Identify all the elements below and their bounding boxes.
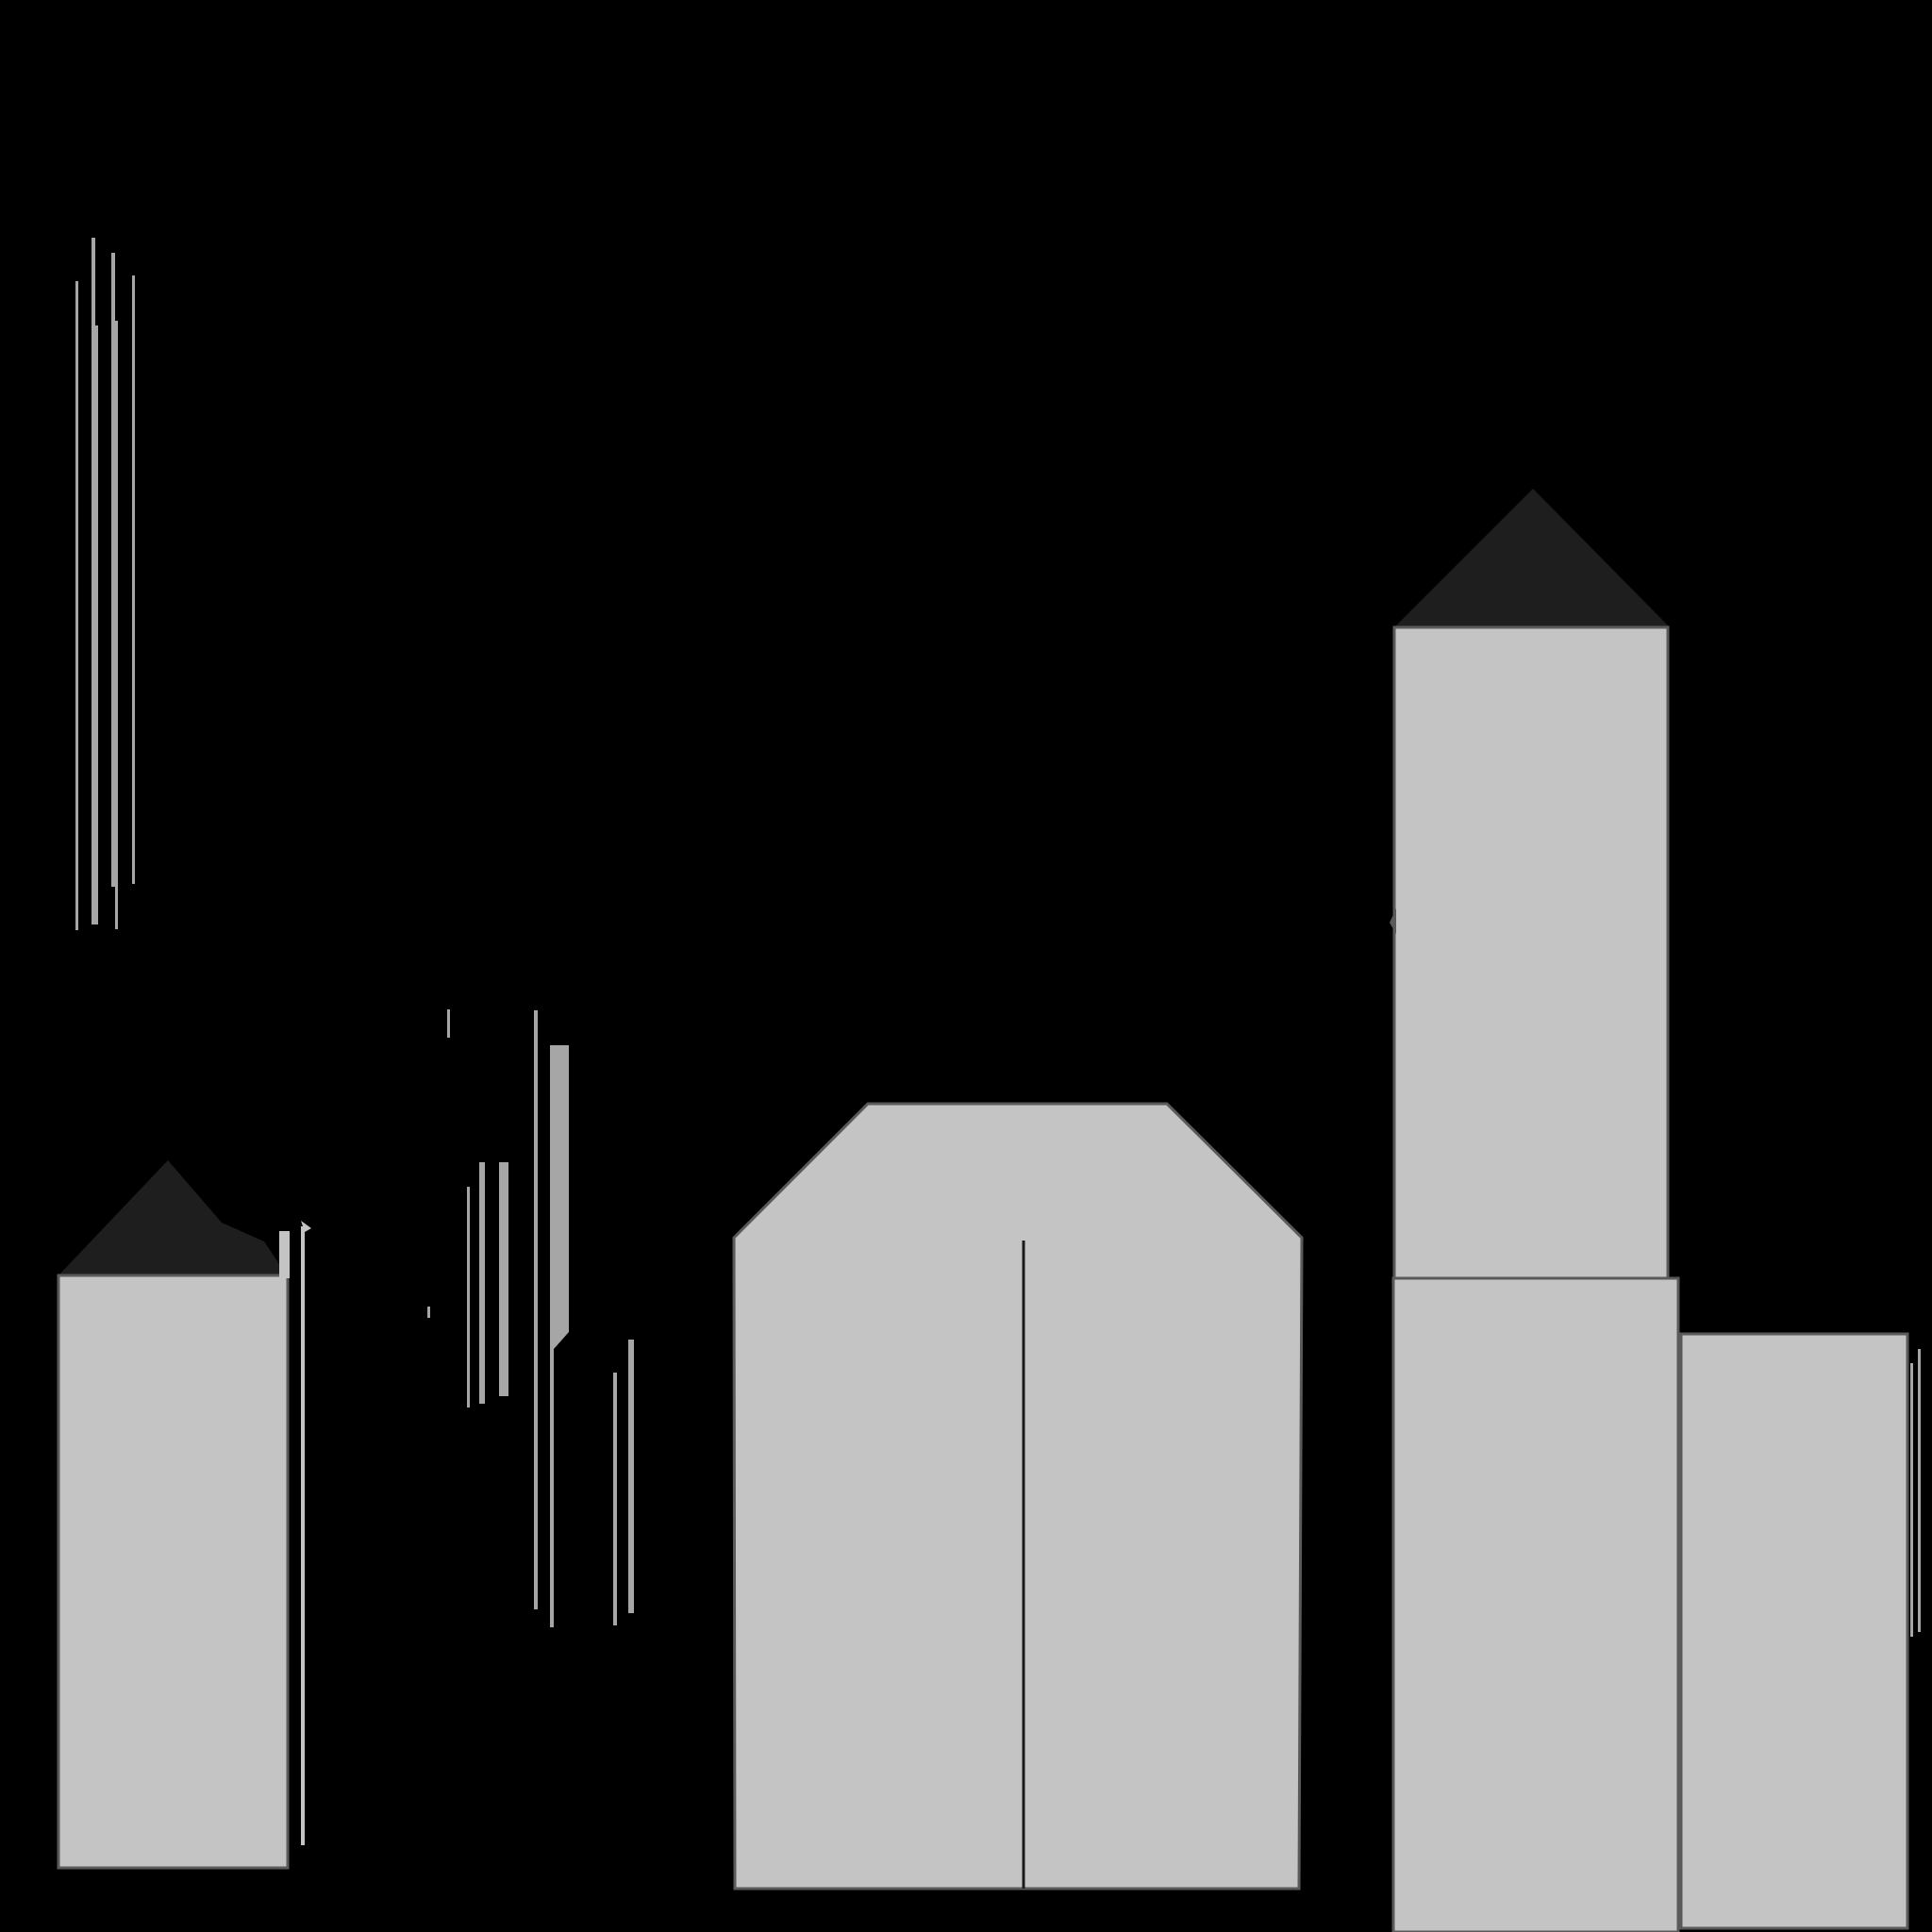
sliver — [447, 1009, 450, 1038]
sliver — [95, 325, 98, 924]
sliver — [132, 275, 135, 884]
wall — [1679, 1332, 1909, 1930]
building-tall-left — [57, 1160, 311, 1870]
sliver — [479, 1162, 485, 1404]
sliver — [534, 1010, 538, 1609]
sliver — [301, 1226, 305, 1845]
sliver — [628, 1340, 634, 1613]
hall-body — [732, 1102, 1304, 1890]
ledge — [1390, 908, 1396, 934]
sliver — [613, 1373, 617, 1625]
sliver-slab — [550, 1045, 569, 1627]
roof — [58, 1160, 287, 1275]
sliver — [111, 253, 115, 887]
sliver — [75, 281, 78, 930]
sliver — [92, 238, 95, 924]
building-central-hall — [732, 1102, 1304, 1890]
wall — [1392, 625, 1670, 1280]
building-tower-right — [1390, 489, 1670, 1280]
chimney-sliver — [279, 1231, 290, 1278]
sliver — [1918, 1349, 1921, 1632]
sliver-cluster-middle — [427, 1009, 634, 1627]
sliver — [467, 1187, 470, 1407]
sliver-cap — [301, 1221, 311, 1232]
sliver — [115, 321, 118, 929]
sliver — [1910, 1363, 1913, 1637]
roof — [1394, 489, 1670, 627]
building-annex-right — [1679, 1332, 1921, 1930]
building-tower-base — [1391, 1276, 1680, 1932]
sliver — [427, 1307, 430, 1318]
wall — [57, 1274, 290, 1870]
sliver — [499, 1162, 508, 1396]
sliver-cluster-upper-left — [75, 238, 135, 930]
